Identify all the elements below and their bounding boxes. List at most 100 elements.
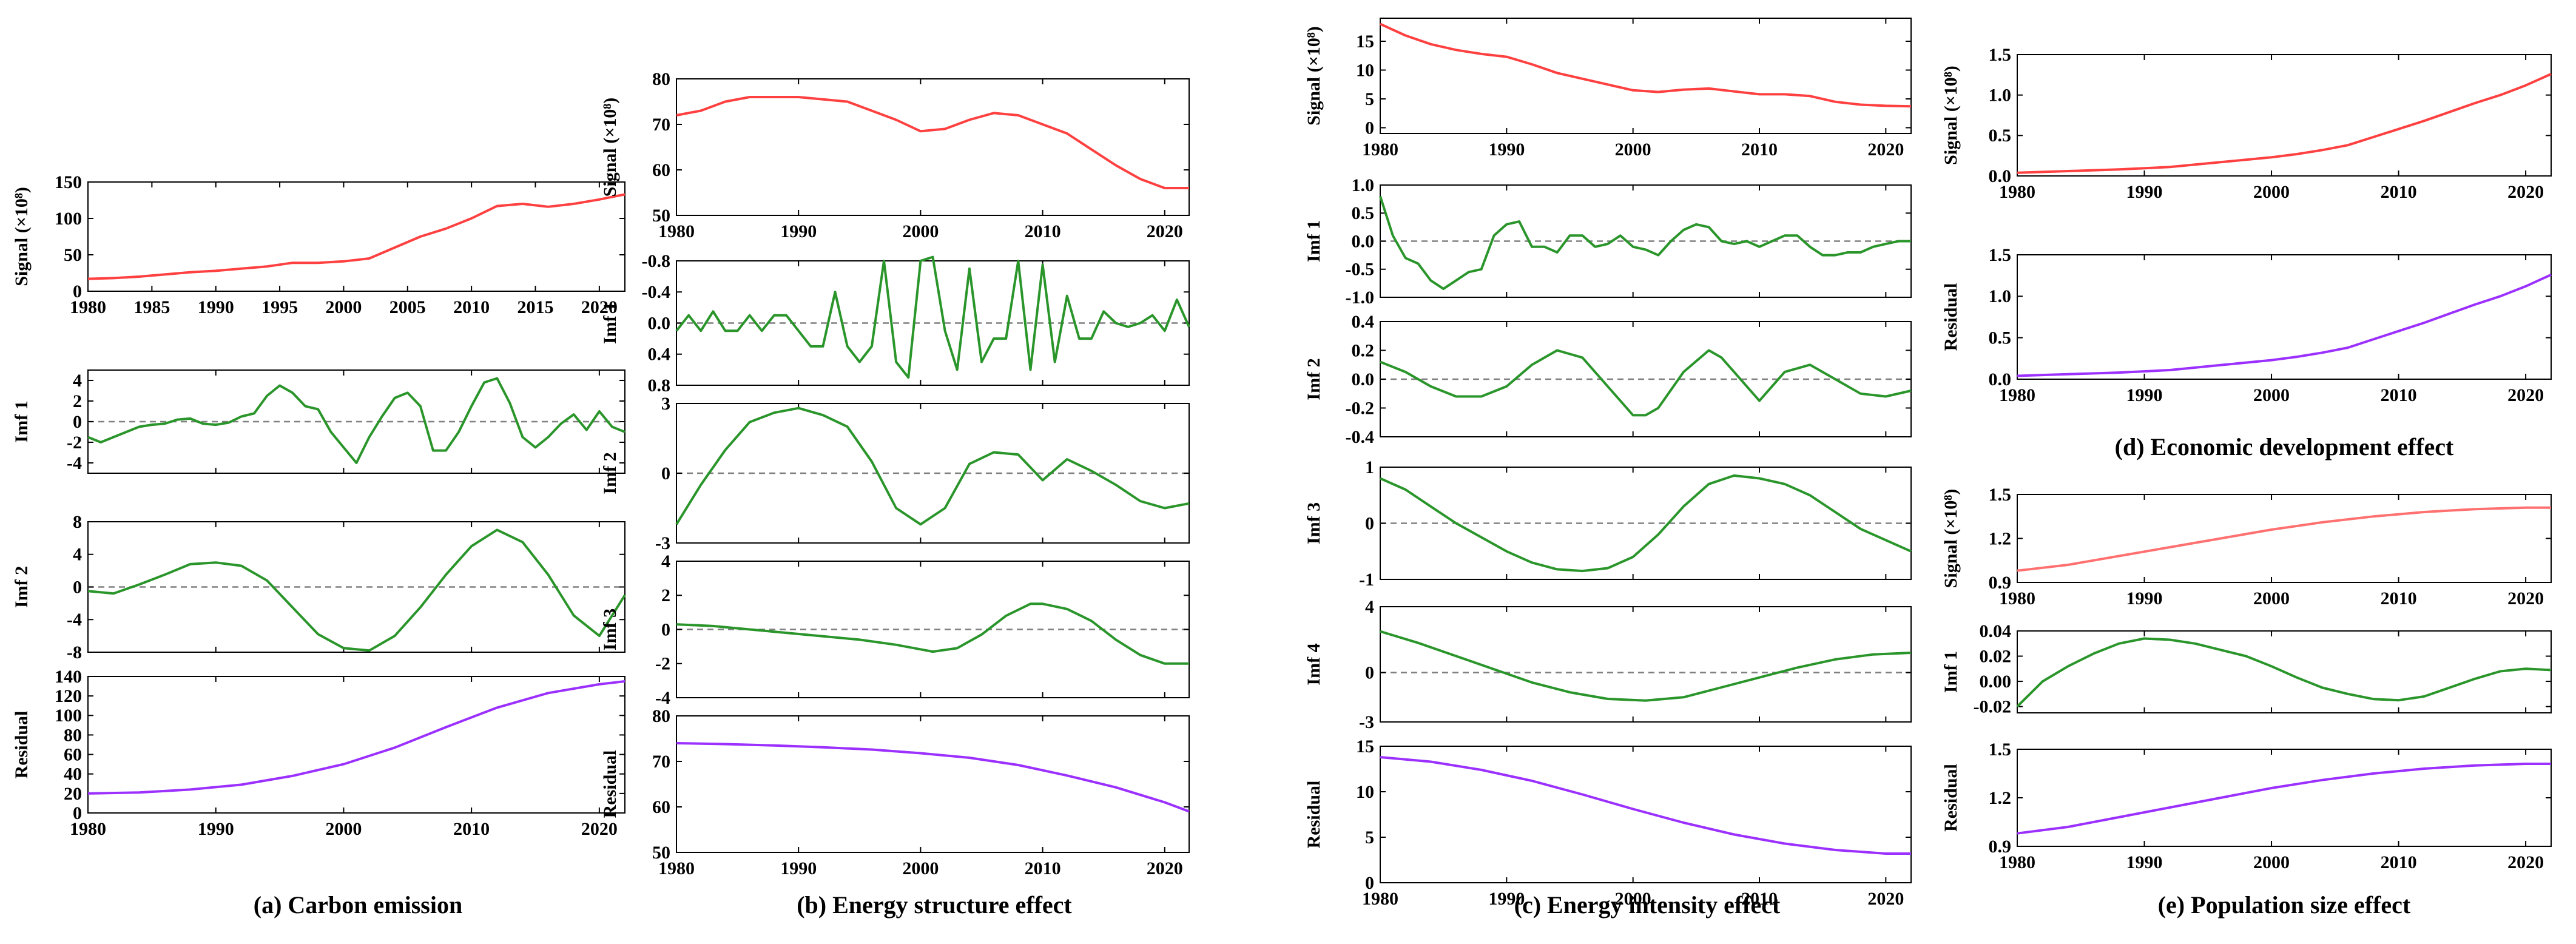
panel-e-2: -0.02 0.00 0.02 0.04 Imf 1 xyxy=(1941,621,2552,717)
series-line-residual xyxy=(87,680,625,795)
y-axis-label: Imf 4 xyxy=(1304,643,1324,685)
y-tick-label: 0.8 xyxy=(648,376,671,396)
y-tick-label: 0 xyxy=(661,464,670,484)
y-tick-label: 0.0 xyxy=(1352,369,1375,389)
y-tick-label: 10 xyxy=(1356,60,1374,80)
series-line-residual xyxy=(2017,763,2551,835)
y-tick-label: -2 xyxy=(67,433,82,453)
series-line-imf xyxy=(87,377,625,464)
chart-caption: (a) Carbon emission xyxy=(254,891,462,919)
y-tick-label: 40 xyxy=(64,764,82,784)
x-tick-label: 2010 xyxy=(2381,385,2417,405)
y-tick-label: 5 xyxy=(1365,828,1374,848)
x-tick-label: 1990 xyxy=(2126,588,2163,609)
x-tick-label: 2010 xyxy=(2381,182,2417,202)
y-tick-label: 1.5 xyxy=(1989,485,2012,505)
y-axis-label: Imf 1 xyxy=(1304,220,1324,262)
y-tick-label: 50 xyxy=(64,245,82,265)
y-axis-label: Residual xyxy=(12,711,32,779)
axes-frame xyxy=(1380,606,1912,723)
x-tick-label: 2010 xyxy=(2381,588,2417,609)
y-axis-label: Signal (×10⁸) xyxy=(1304,26,1324,126)
x-tick-label: 1980 xyxy=(70,297,106,317)
y-tick-label: 70 xyxy=(652,752,670,772)
panel-c-6: 0 5 10 15 1980 1990 2000 2010 2020 Residual xyxy=(1304,737,1912,909)
series-line-residual xyxy=(676,742,1190,813)
y-tick-label: 1.0 xyxy=(1989,286,2012,306)
x-tick-label: 2005 xyxy=(389,297,426,317)
y-tick-label: 15 xyxy=(1356,32,1374,52)
x-tick-label: 2000 xyxy=(2253,588,2290,609)
x-tick-label: 2000 xyxy=(2253,852,2290,872)
y-tick-label: 1.0 xyxy=(1989,86,2012,106)
y-tick-label: 0 xyxy=(661,619,670,639)
y-tick-label: 140 xyxy=(55,667,82,687)
y-axis-label: Signal (×10⁸) xyxy=(1941,489,1961,588)
y-tick-label: 50 xyxy=(652,843,670,863)
series-line-signal xyxy=(87,193,625,280)
panel-b-5: 50 60 70 80 1980 1990 2000 2010 2020 Residual xyxy=(600,706,1190,878)
axes-frame xyxy=(2017,254,2552,380)
axes-frame xyxy=(2017,749,2552,847)
y-axis-label: Residual xyxy=(1941,283,1961,351)
panel-c-4: -1 0 1 Imf 3 xyxy=(1304,457,1912,590)
chart-caption: (b) Energy structure effect xyxy=(797,891,1072,919)
y-axis-label: Imf 2 xyxy=(12,566,32,608)
y-tick-label: 60 xyxy=(64,744,82,764)
y-tick-label: 80 xyxy=(64,725,82,745)
x-tick-label: 1980 xyxy=(1999,182,2035,202)
x-tick-label: 2020 xyxy=(2507,588,2544,609)
x-tick-label: 1980 xyxy=(1999,852,2035,872)
panel-e-1: 0.9 1.2 1.5 1980 1990 2000 2010 2020 Signal (×10… xyxy=(1941,485,2552,609)
y-tick-label: 0.5 xyxy=(1989,126,2012,146)
y-tick-label: -0.5 xyxy=(1346,260,1375,280)
chart-d: 0.0 0.5 1.0 1.5 1980 1990 2000 2010 2020 Signal (… xyxy=(1941,45,2552,460)
x-tick-label: 2020 xyxy=(2507,385,2544,405)
y-tick-label: -0.8 xyxy=(642,251,671,271)
y-tick-label: -0.2 xyxy=(1346,398,1375,418)
y-tick-label: 100 xyxy=(55,706,82,726)
y-axis-label: Signal (×10⁸) xyxy=(600,98,620,197)
y-tick-label: 80 xyxy=(652,706,670,726)
axes-frame xyxy=(1380,467,1912,580)
x-tick-label: 2020 xyxy=(1867,889,1904,909)
axes-frame xyxy=(2017,630,2552,713)
x-tick-label: 1990 xyxy=(1488,889,1525,909)
x-tick-label: 2010 xyxy=(2381,852,2417,872)
x-tick-label: 2010 xyxy=(1025,858,1061,878)
series-line-signal xyxy=(1380,22,1912,108)
y-tick-label: 120 xyxy=(55,686,82,706)
panel-d-1: 0.0 0.5 1.0 1.5 1980 1990 2000 2010 2020 Signal (… xyxy=(1941,45,2552,202)
x-tick-label: 1980 xyxy=(1999,385,2035,405)
axes-frame xyxy=(87,676,625,814)
y-tick-label: 1.5 xyxy=(1989,45,2012,65)
y-tick-label: 0 xyxy=(1365,513,1374,533)
y-axis-label: Imf 2 xyxy=(1304,358,1324,400)
y-tick-label: 0.4 xyxy=(648,345,671,365)
y-tick-label: 2 xyxy=(73,391,82,411)
x-tick-label: 2015 xyxy=(518,297,554,317)
y-tick-label: -3 xyxy=(655,533,670,553)
y-tick-label: -4 xyxy=(67,453,82,473)
y-axis-label: Imf 3 xyxy=(600,609,620,650)
series-line-imf xyxy=(676,602,1189,665)
x-tick-label: 2020 xyxy=(1147,221,1183,241)
y-tick-label: -0.02 xyxy=(1974,697,2012,717)
y-axis-label: Imf 1 xyxy=(600,302,620,344)
x-tick-label: 2000 xyxy=(325,297,362,317)
y-tick-label: 0.0 xyxy=(1989,166,2012,186)
x-tick-label: 2020 xyxy=(1867,140,1904,160)
y-tick-label: -0.4 xyxy=(642,282,671,302)
y-tick-label: 10 xyxy=(1356,782,1374,802)
x-tick-label: 2010 xyxy=(453,297,490,317)
series-line-signal_light xyxy=(2017,506,2551,572)
axes-frame xyxy=(2017,54,2552,177)
x-tick-label: 1980 xyxy=(70,819,106,839)
panel-c-2: -1.0 -0.5 0.0 0.5 1.0 Imf 1 xyxy=(1304,175,1912,308)
y-tick-label: 0.0 xyxy=(648,313,671,333)
series-line-imf xyxy=(675,406,1190,526)
y-tick-label: 0.5 xyxy=(1989,328,2012,348)
x-tick-label: 2000 xyxy=(325,819,362,839)
series-line-signal xyxy=(2017,73,2552,174)
